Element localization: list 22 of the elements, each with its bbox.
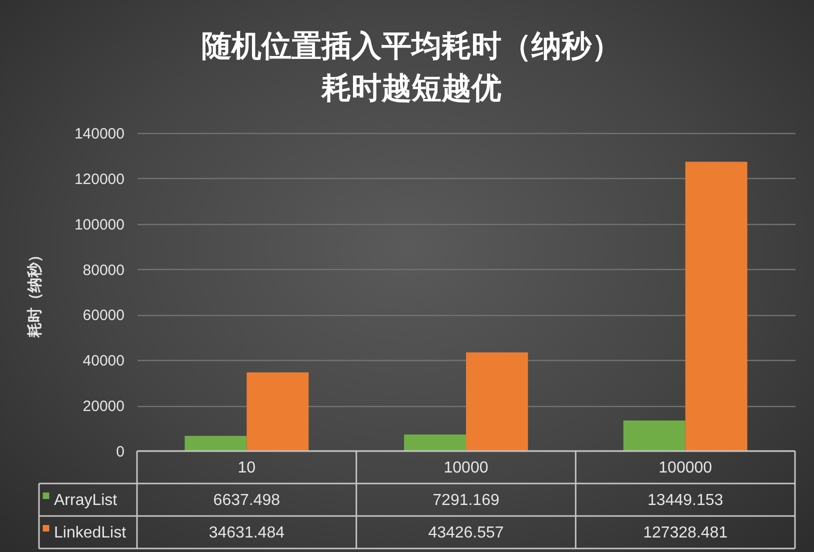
data-label: 7291.169 [432, 492, 500, 509]
chart-title: 随机位置插入平均耗时（纳秒） [201, 30, 622, 63]
data-label: 43426.557 [428, 524, 504, 542]
y-tick-label: 0 [116, 444, 124, 460]
legend-label: ArrayList [54, 492, 118, 509]
y-tick-label: 100000 [74, 216, 124, 234]
y-tick-label: 80000 [82, 262, 124, 279]
y-tick-label: 120000 [74, 170, 124, 188]
x-tick-label: 10000 [444, 460, 488, 476]
y-tick-label: 140000 [74, 126, 124, 142]
y-tick-label: 60000 [82, 307, 124, 324]
legend-label: LinkedList [54, 524, 127, 542]
y-tick-label: 20000 [82, 398, 124, 416]
data-label: 6637.498 [213, 492, 280, 509]
chart-subtitle: 耗时越短越优 [320, 72, 502, 105]
x-tick-label: 10 [238, 460, 256, 476]
data-label: 127328.481 [643, 524, 728, 542]
x-tick-label: 100000 [658, 460, 712, 476]
y-tick-label: 40000 [82, 352, 124, 370]
data-label: 13449.153 [648, 492, 724, 509]
y-axis-title: 耗时（纳秒） [26, 248, 44, 338]
data-label: 34631.484 [208, 524, 285, 542]
